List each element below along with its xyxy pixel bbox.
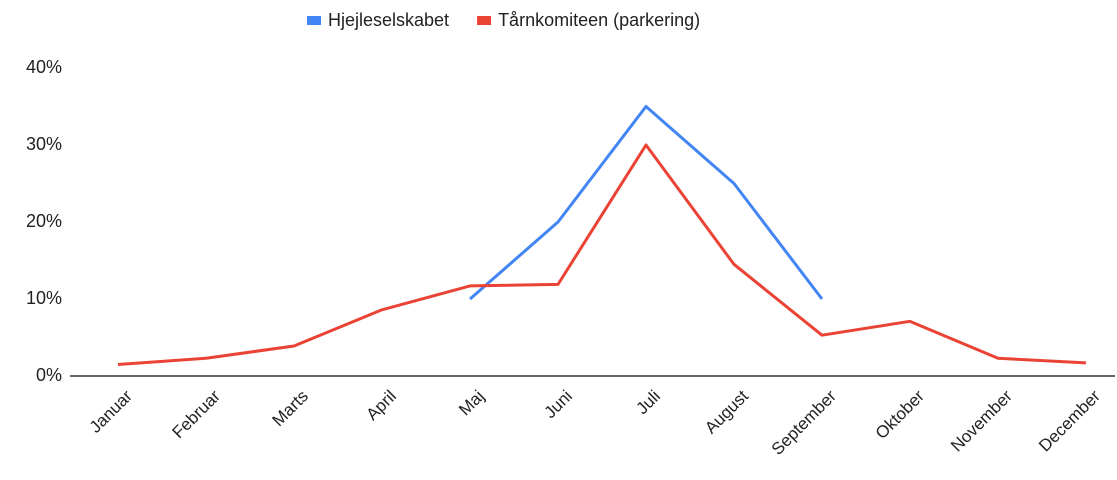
legend-label: Tårnkomiteen (parkering) <box>498 10 700 30</box>
legend-label: Hjejleselskabet <box>328 10 449 30</box>
line <box>117 143 1087 366</box>
line <box>469 105 824 301</box>
x-tick-label: Marts <box>269 387 312 430</box>
legend-swatch <box>307 16 321 25</box>
y-tick-label: 20% <box>26 211 62 231</box>
y-tick-label: 40% <box>26 57 62 77</box>
y-tick-label: 10% <box>26 288 62 308</box>
x-tick-label: Maj <box>455 387 488 420</box>
x-tick-label: Oktober <box>872 386 928 442</box>
legend-swatch <box>477 16 492 25</box>
y-tick-label: 0% <box>36 365 62 385</box>
y-tick-label: 30% <box>26 134 62 154</box>
x-tick-label: April <box>363 387 400 424</box>
x-tick-label: Juli <box>633 387 664 418</box>
x-tick-label: Juni <box>541 387 576 422</box>
x-tick-label: December <box>1035 386 1104 455</box>
x-tick-label: Januar <box>86 386 136 436</box>
x-tick-label: September <box>768 386 840 458</box>
x-tick-label: November <box>947 386 1016 455</box>
x-tick-label: Februar <box>168 386 224 442</box>
x-tick-label: August <box>701 386 752 437</box>
